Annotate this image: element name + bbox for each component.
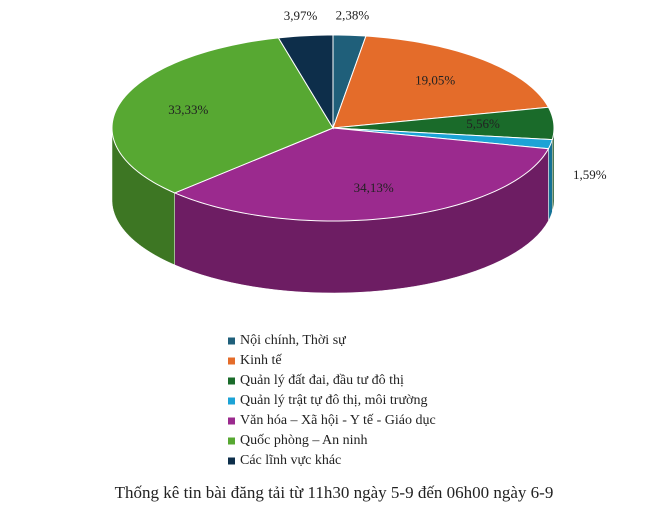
legend: Nội chính, Thời sự Kinh tế Quản lý đất đai…: [228, 333, 436, 468]
chart-title: Thống kê tin bài đăng tải từ 11h30 ngày …: [115, 483, 554, 502]
legend-label: Quản lý đất đai, đầu tư đô thị: [240, 373, 404, 388]
legend-swatch: [228, 437, 235, 445]
pie: [111, 34, 555, 294]
value-label: 33,33%: [168, 102, 208, 117]
slice: [277, 34, 334, 130]
value-labels: 2,38% 19,05% 5,56% 1,59% 34,13% 33,33% 3,97%: [168, 8, 606, 195]
legend-swatch: [228, 457, 235, 465]
slice: [332, 35, 550, 129]
slice-side: [548, 139, 553, 221]
value-label: 19,05%: [415, 73, 455, 88]
value-label: 2,38%: [336, 8, 370, 23]
value-label: 5,56%: [466, 116, 500, 131]
legend-label: Các lĩnh vực khác: [240, 453, 341, 468]
value-label: 1,59%: [573, 167, 607, 182]
slice: [332, 106, 555, 141]
legend-label: Quốc phòng – An ninh: [240, 433, 368, 448]
value-label: 34,13%: [354, 180, 394, 195]
legend-swatch: [228, 377, 235, 385]
value-label: 3,97%: [284, 8, 318, 23]
slice: [173, 127, 550, 222]
legend-label: Kinh tế: [240, 353, 282, 368]
legend-label: Nội chính, Thời sự: [240, 333, 346, 348]
legend-swatch: [228, 397, 235, 405]
legend-label: Văn hóa – Xã hội - Y tế - Giáo dục: [240, 413, 436, 428]
slice: [111, 37, 334, 194]
legend-label: Quản lý trật tự đô thị, môi trường: [240, 393, 427, 408]
legend-swatch: [228, 417, 235, 425]
legend-swatch: [228, 337, 235, 345]
slice-side: [552, 127, 555, 212]
legend-swatch: [228, 357, 235, 365]
